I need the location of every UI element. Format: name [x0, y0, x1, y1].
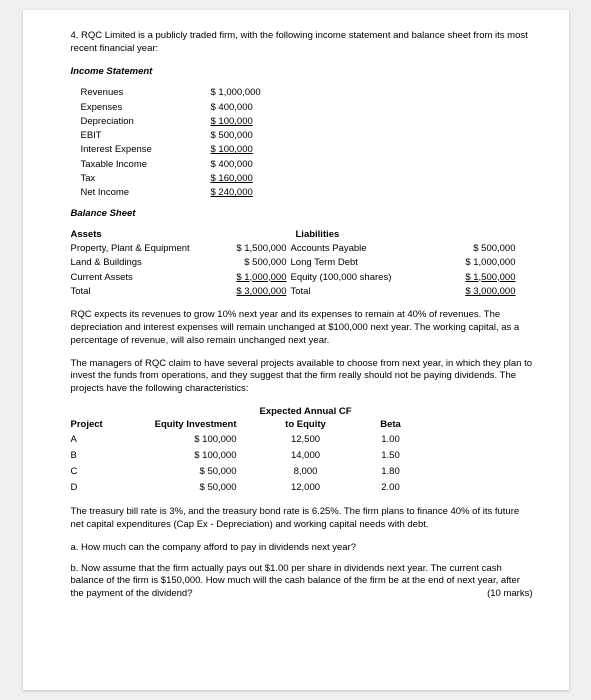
income-label: Revenues	[81, 86, 211, 100]
project-id: D	[71, 480, 141, 496]
asset-value: $ 500,000	[226, 256, 291, 270]
income-label: Interest Expense	[81, 143, 211, 157]
income-row: EBIT$ 500,000	[81, 129, 533, 143]
income-statement-table: Revenues$ 1,000,000Expenses$ 400,000Depr…	[81, 86, 533, 200]
project-investment: $ 100,000	[141, 432, 251, 448]
balance-row: Total$ 3,000,000Total$ 3,000,000	[71, 285, 533, 299]
income-row: Interest Expense$ 100,000	[81, 143, 533, 157]
expected-cf-header: Expected Annual CF to Equity	[251, 406, 361, 432]
project-investment: $ 50,000	[141, 480, 251, 496]
asset-label: Land & Buildings	[71, 256, 226, 270]
income-value: $ 400,000	[211, 101, 291, 115]
income-value: $ 500,000	[211, 129, 291, 143]
equity-investment-header: Equity Investment	[141, 419, 251, 432]
marks-label: (10 marks)	[487, 588, 532, 601]
project-id: A	[71, 432, 141, 448]
income-value: $ 240,000	[211, 186, 291, 200]
liability-value: $ 1,500,000	[441, 271, 516, 285]
asset-label: Current Assets	[71, 271, 226, 285]
balance-sheet-title: Balance Sheet	[71, 208, 533, 221]
asset-value: $ 3,000,000	[226, 285, 291, 299]
income-label: EBIT	[81, 129, 211, 143]
project-beta: 2.00	[361, 480, 421, 496]
asset-value: $ 1,000,000	[226, 271, 291, 285]
income-value: $ 1,000,000	[211, 86, 291, 100]
income-label: Tax	[81, 172, 211, 186]
balance-row: Land & Buildings$ 500,000Long Term Debt$…	[71, 256, 533, 270]
asset-label: Total	[71, 285, 226, 299]
balance-sheet-table: Assets Liabilities Property, Plant & Equ…	[71, 229, 533, 299]
paragraph-growth: RQC expects its revenues to grow 10% nex…	[71, 309, 533, 347]
income-row: Tax$ 160,000	[81, 172, 533, 186]
assets-header: Assets	[71, 229, 226, 242]
liability-label: Long Term Debt	[291, 256, 441, 270]
question-a: a. How much can the company afford to pa…	[71, 542, 533, 555]
liability-value: $ 500,000	[441, 242, 516, 256]
income-value: $ 100,000	[211, 143, 291, 157]
project-cf: 12,500	[251, 432, 361, 448]
document-page: 4. RQC Limited is a publicly traded firm…	[23, 10, 569, 690]
paragraph-projects: The managers of RQC claim to have severa…	[71, 358, 533, 396]
income-row: Expenses$ 400,000	[81, 101, 533, 115]
liability-label: Accounts Payable	[291, 242, 441, 256]
intro-text: 4. RQC Limited is a publicly traded firm…	[71, 30, 533, 56]
income-value: $ 160,000	[211, 172, 291, 186]
income-row: Depreciation$ 100,000	[81, 115, 533, 129]
project-row: B$ 100,00014,0001.50	[71, 448, 533, 464]
project-row: A$ 100,00012,5001.00	[71, 432, 533, 448]
project-header: Project	[71, 419, 141, 432]
balance-row: Property, Plant & Equipment$ 1,500,000Ac…	[71, 242, 533, 256]
income-value: $ 100,000	[211, 115, 291, 129]
project-id: B	[71, 448, 141, 464]
liabilities-header: Liabilities	[296, 229, 340, 242]
balance-row: Current Assets$ 1,000,000Equity (100,000…	[71, 271, 533, 285]
income-row: Net Income$ 240,000	[81, 186, 533, 200]
income-label: Expenses	[81, 101, 211, 115]
income-label: Net Income	[81, 186, 211, 200]
income-label: Depreciation	[81, 115, 211, 129]
project-beta: 1.00	[361, 432, 421, 448]
income-row: Taxable Income$ 400,000	[81, 158, 533, 172]
income-statement-title: Income Statement	[71, 66, 533, 79]
project-investment: $ 100,000	[141, 448, 251, 464]
projects-table: Project Equity Investment Expected Annua…	[71, 406, 533, 496]
income-row: Revenues$ 1,000,000	[81, 86, 533, 100]
paragraph-rates: The treasury bill rate is 3%, and the tr…	[71, 506, 533, 532]
project-beta: 1.50	[361, 448, 421, 464]
beta-header: Beta	[361, 419, 421, 432]
project-beta: 1.80	[361, 464, 421, 480]
income-value: $ 400,000	[211, 158, 291, 172]
liability-label: Equity (100,000 shares)	[291, 271, 441, 285]
project-investment: $ 50,000	[141, 464, 251, 480]
project-cf: 14,000	[251, 448, 361, 464]
income-label: Taxable Income	[81, 158, 211, 172]
project-row: D$ 50,00012,0002.00	[71, 480, 533, 496]
project-cf: 8,000	[251, 464, 361, 480]
project-row: C$ 50,0008,0001.80	[71, 464, 533, 480]
liability-value: $ 1,000,000	[441, 256, 516, 270]
project-id: C	[71, 464, 141, 480]
project-cf: 12,000	[251, 480, 361, 496]
asset-value: $ 1,500,000	[226, 242, 291, 256]
liability-value: $ 3,000,000	[441, 285, 516, 299]
liability-label: Total	[291, 285, 441, 299]
question-b: b. Now assume that the firm actually pay…	[71, 563, 533, 601]
asset-label: Property, Plant & Equipment	[71, 242, 226, 256]
